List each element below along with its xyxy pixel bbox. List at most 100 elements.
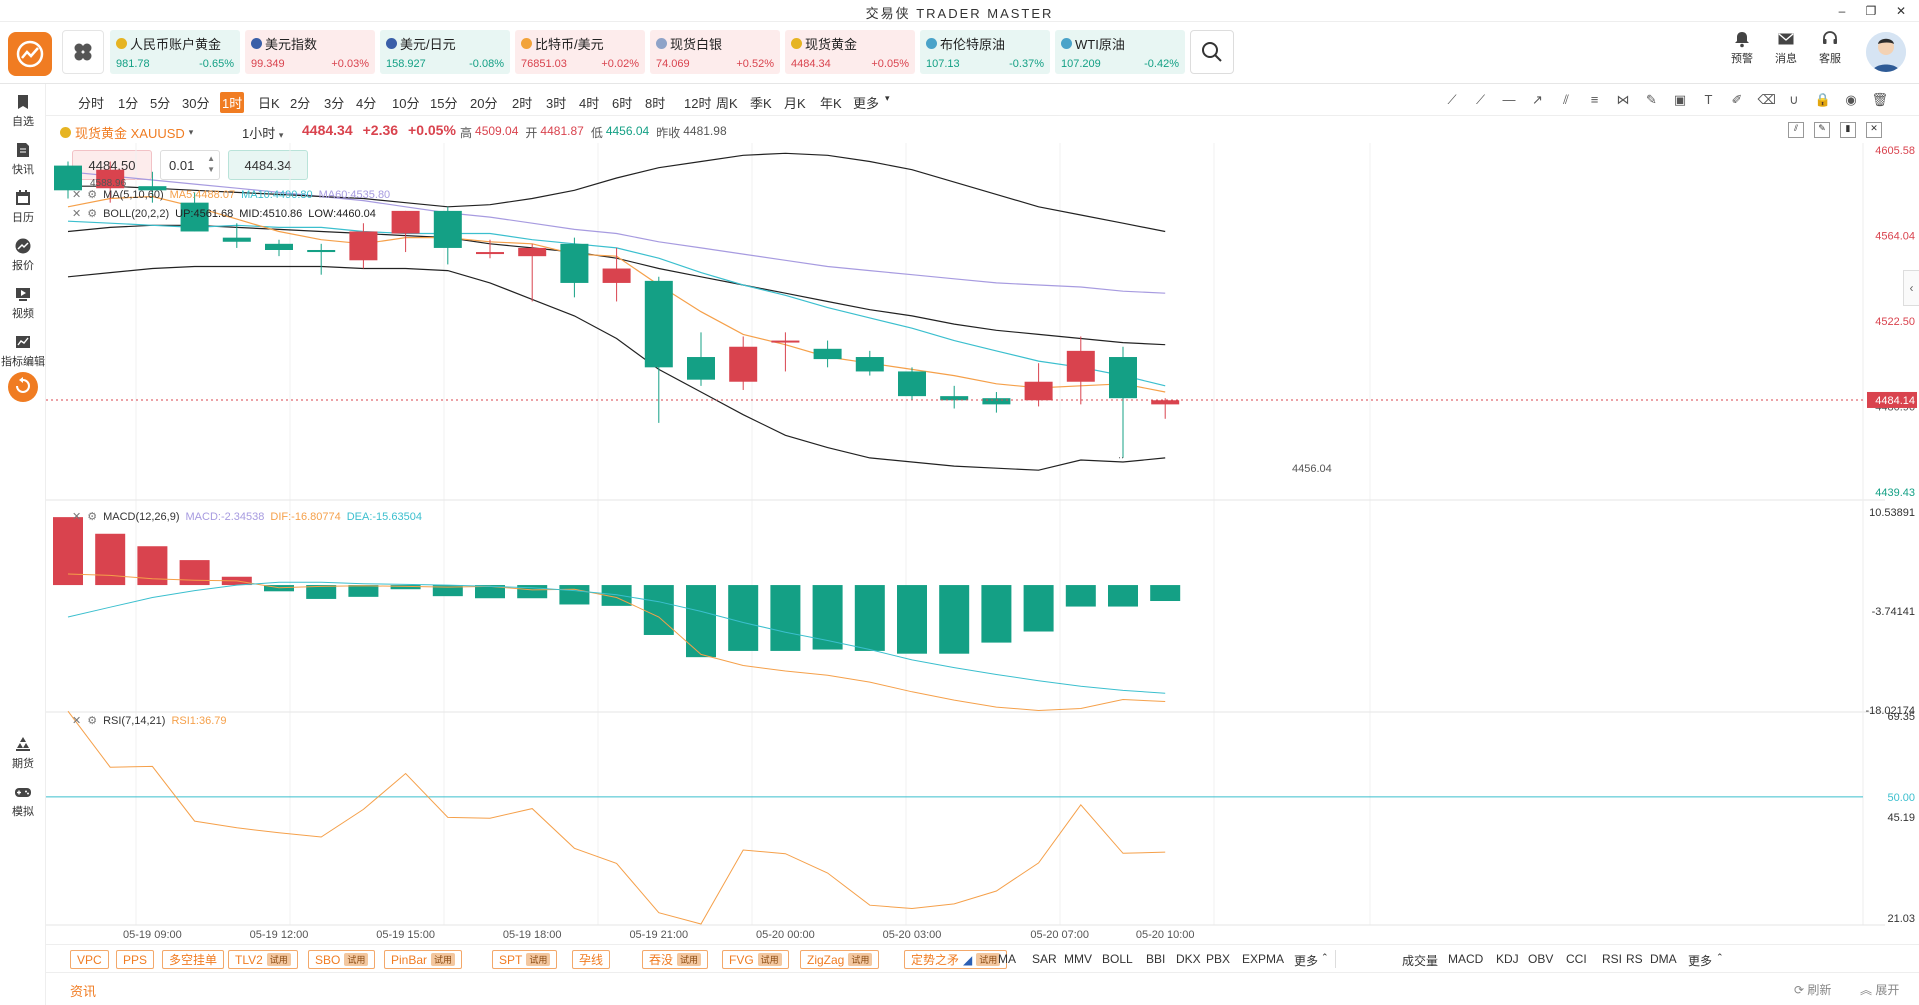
candle-type-icon[interactable]: ▮ (1840, 122, 1856, 138)
alert-button[interactable]: 预警 (1724, 30, 1760, 66)
restore-icon[interactable]: ❐ (1865, 4, 1877, 18)
close-indicator-icon[interactable]: ✕ (72, 715, 82, 727)
sub-indicator-link[interactable]: KDJ (1496, 952, 1519, 966)
timeframe-9[interactable]: 10分 (392, 96, 420, 111)
avatar[interactable] (1866, 32, 1906, 72)
search-button[interactable] (1190, 30, 1234, 74)
quote-card[interactable]: 美元指数 99.349 +0.03% (245, 30, 375, 74)
app-menu-button[interactable] (62, 30, 104, 74)
quote-card[interactable]: 布伦特原油 107.13 -0.37% (920, 30, 1050, 74)
main-indicator-link[interactable]: EXPMA (1242, 952, 1285, 966)
message-button[interactable]: 消息 (1768, 30, 1804, 66)
close-indicator-icon[interactable]: ✕ (72, 189, 82, 201)
quote-card[interactable]: 现货黄金 4484.34 +0.05% (785, 30, 915, 74)
timeframe-19[interactable]: 季K (750, 96, 772, 111)
strategy-tag[interactable]: VPC (70, 950, 109, 969)
strategy-tag[interactable]: SPT 试用 (492, 950, 558, 969)
main-indicator-link[interactable]: 更多 (1294, 954, 1319, 968)
buy-price-button[interactable]: 4484.34 (228, 150, 308, 180)
main-indicator-link[interactable]: PBX (1206, 952, 1231, 966)
strategy-tag[interactable]: FVG 试用 (722, 950, 789, 969)
main-indicator-link[interactable]: MMV (1064, 952, 1092, 966)
close-indicator-icon[interactable]: ✕ (72, 208, 82, 220)
magnet-icon[interactable]: ∪ (1789, 92, 1799, 107)
expand-button[interactable]: ︽ 展开 (1860, 981, 1899, 998)
quote-card[interactable]: 人民币账户黄金 981.78 -0.65% (110, 30, 240, 74)
edit-icon[interactable]: ✐ (1731, 92, 1743, 107)
stepper-arrows-icon[interactable]: ▲ ▼ (207, 154, 215, 174)
draw-icon[interactable]: ✎ (1814, 122, 1830, 138)
sidebar-item-quote[interactable]: 报价 (0, 238, 46, 273)
strategy-tag[interactable]: 吞没 试用 (642, 950, 709, 969)
sub-indicator-link[interactable]: RSI (1602, 952, 1623, 966)
main-indicator-link[interactable]: DKX (1176, 952, 1201, 966)
timeframe-0[interactable]: 分时 (78, 96, 105, 111)
parallel-channel-icon[interactable]: ⫽ (1563, 92, 1569, 107)
quote-card[interactable]: 美元/日元 158.927 -0.08% (380, 30, 510, 74)
timeframe-13[interactable]: 3时 (546, 96, 567, 111)
sidebar-item-calendar[interactable]: 日历 (0, 190, 46, 225)
strategy-tag[interactable]: TLV2 试用 (228, 950, 298, 969)
sidebar-item-video[interactable]: 视频 (0, 286, 46, 321)
sidebar-item-simulate[interactable]: 模拟 (0, 784, 46, 819)
layout-icon[interactable]: ⫽ (1788, 122, 1804, 138)
timeframe-20[interactable]: 月K (784, 96, 806, 111)
arrow-line-icon[interactable]: ↗ (1532, 92, 1543, 107)
close-chart-icon[interactable]: ✕ (1866, 122, 1882, 138)
timeframe-21[interactable]: 年K (820, 96, 842, 111)
strategy-tag[interactable]: SBO 试用 (308, 950, 376, 969)
sub-indicator-link[interactable]: DMA (1650, 952, 1677, 966)
collapse-panel-icon[interactable]: ‹ (1903, 270, 1919, 306)
sub-indicator-link[interactable]: MACD (1448, 952, 1484, 966)
text-icon[interactable]: T (1704, 92, 1713, 107)
symbol-selector[interactable]: 现货黄金 XAUUSD ▾ (60, 123, 193, 142)
sub-indicator-link[interactable]: OBV (1528, 952, 1554, 966)
trend-line-icon[interactable]: ⟋ (1447, 92, 1457, 107)
quote-card[interactable]: 现货白银 74.069 +0.52% (650, 30, 780, 74)
strategy-tag[interactable]: 孕线 (572, 950, 611, 969)
settings-icon[interactable]: ⚙ (87, 208, 98, 220)
lock-icon[interactable]: 🔒 (1814, 92, 1831, 107)
image-icon[interactable]: ▣ (1673, 92, 1687, 107)
strategy-tag[interactable]: PPS (116, 950, 155, 969)
timeframe-1[interactable]: 1分 (118, 96, 139, 111)
sidebar-item-watchlist[interactable]: 自选 (0, 94, 46, 129)
quote-card[interactable]: WTI原油 107.209 -0.42% (1055, 30, 1185, 74)
timeframe-16[interactable]: 8时 (645, 96, 666, 111)
main-indicator-link[interactable]: MA (998, 952, 1016, 966)
eraser-icon[interactable]: ⌫ (1757, 92, 1776, 107)
refresh-button[interactable]: ⟳ 刷新 (1794, 981, 1831, 998)
timeframe-12[interactable]: 2时 (512, 96, 533, 111)
timeframe-4[interactable]: 1时 (220, 92, 245, 113)
service-button[interactable]: 客服 (1812, 30, 1848, 66)
main-indicator-link[interactable]: BOLL (1102, 952, 1133, 966)
close-indicator-icon[interactable]: ✕ (72, 511, 82, 523)
timeframe-6[interactable]: 2分 (290, 96, 311, 111)
horizontal-line-icon[interactable]: — (1502, 92, 1516, 107)
timeframe-2[interactable]: 5分 (150, 96, 171, 111)
timeframe-10[interactable]: 15分 (430, 96, 458, 111)
strategy-tag[interactable]: PinBar 试用 (384, 950, 463, 969)
timeframe-3[interactable]: 30分 (182, 96, 210, 111)
lot-size-input[interactable]: 0.01 ▲ ▼ (160, 150, 220, 180)
timeframe-17[interactable]: 12时 (684, 96, 712, 111)
period-selector[interactable]: 1小时 ▾ (242, 123, 283, 142)
strategy-tag[interactable]: 多空挂单 (162, 950, 225, 969)
strategy-tag[interactable]: 定势之矛 ◢ 试用 (904, 950, 1008, 969)
sidebar-item-replay[interactable] (0, 372, 46, 402)
minimize-icon[interactable]: – (1838, 4, 1846, 18)
fib-retracement-icon[interactable]: ≡ (1590, 92, 1599, 107)
sub-indicator-link[interactable]: 成交量 (1402, 954, 1439, 968)
strategy-tag[interactable]: ZigZag 试用 (800, 950, 880, 969)
sidebar-item-indicator-edit[interactable]: 指标编辑 (0, 334, 46, 369)
sub-indicator-link[interactable]: CCI (1566, 952, 1587, 966)
sidebar-item-futures[interactable]: 期货 (0, 736, 46, 771)
timeframe-15[interactable]: 6时 (612, 96, 633, 111)
sub-indicator-link[interactable]: RS (1626, 952, 1643, 966)
news-tab[interactable]: 资讯 (70, 984, 97, 999)
timeframe-22[interactable]: 更多 (853, 96, 880, 111)
ray-icon[interactable]: ⟋ (1475, 92, 1486, 107)
main-indicator-link[interactable]: SAR (1032, 952, 1057, 966)
timeframe-11[interactable]: 20分 (470, 96, 498, 111)
